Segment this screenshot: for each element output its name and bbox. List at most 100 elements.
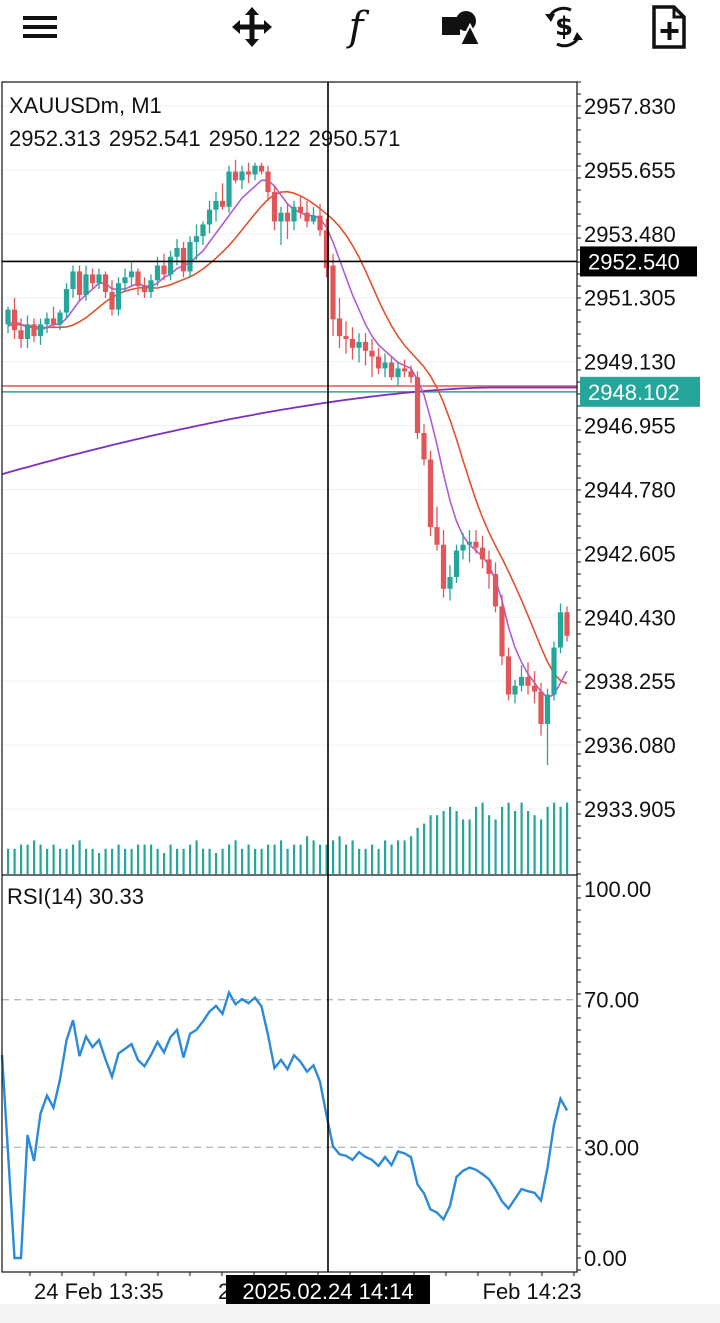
top-toolbar: f $	[0, 0, 720, 60]
volume-bar	[345, 844, 348, 874]
candle-body	[219, 200, 226, 207]
candle-body	[512, 685, 518, 695]
volume-bar	[98, 853, 101, 874]
crosshair-time-badge	[226, 1275, 430, 1307]
price-axis-label: 2944.780	[584, 477, 676, 502]
candle-body	[375, 356, 382, 369]
move-icon[interactable]	[227, 2, 277, 52]
candle-body	[258, 165, 265, 172]
menu-icon[interactable]	[15, 2, 65, 52]
volume-bar	[59, 848, 62, 874]
candle-body	[37, 324, 44, 337]
volume-bar	[260, 848, 263, 874]
new-order-icon[interactable]	[643, 2, 693, 52]
volume-bar	[46, 848, 49, 874]
volume-bar	[85, 848, 88, 874]
candle-body	[453, 550, 460, 578]
candle-body	[174, 247, 180, 257]
candle-body	[310, 215, 317, 222]
rsi-label: RSI(14) 30.33	[7, 884, 144, 909]
volume-bar	[156, 848, 159, 874]
candle-body	[128, 271, 135, 278]
objects-icon[interactable]	[435, 2, 485, 52]
rsi-axis-label: 100.00	[584, 877, 651, 902]
candle-body	[434, 527, 440, 545]
function-icon[interactable]: f	[348, 4, 364, 50]
candle-body	[427, 459, 434, 528]
volume-bar	[267, 844, 270, 874]
candle-body	[349, 339, 356, 348]
candle-body	[11, 309, 18, 331]
volume-bar	[319, 844, 322, 874]
candle-body	[206, 209, 213, 225]
volume-bar	[169, 844, 172, 874]
candle-body	[193, 236, 200, 243]
volume-bar	[280, 840, 283, 874]
volume-bar	[254, 848, 257, 874]
volume-bar	[429, 815, 432, 874]
volume-bar	[559, 806, 562, 874]
candle-body	[141, 286, 148, 292]
candle-body	[395, 368, 401, 378]
candle-body	[70, 271, 76, 290]
volume-bar	[286, 848, 289, 874]
price-axis-label: 2938.255	[584, 669, 676, 694]
candle-body	[187, 242, 193, 272]
candle-body	[63, 289, 70, 313]
volume-bar	[533, 815, 536, 874]
candle-body	[278, 212, 284, 222]
candle-body	[466, 541, 473, 545]
candle-body	[330, 265, 336, 320]
ohlc-values: 2952.313 2952.541 2950.122 2950.571	[9, 126, 401, 151]
candle-body	[531, 685, 538, 692]
volume-bar	[338, 836, 341, 874]
volume-bar	[442, 811, 445, 874]
crosshair-price-label: 2952.540	[588, 249, 680, 274]
candle-body	[18, 330, 24, 340]
volume-bar	[137, 844, 140, 874]
volume-bar	[384, 840, 387, 874]
candle-body	[486, 559, 492, 575]
candle-body	[226, 171, 232, 207]
candle-body	[343, 336, 349, 340]
price-axis-label: 2951.305	[584, 286, 676, 311]
volume-bar	[195, 840, 198, 874]
rsi-line	[0, 989, 569, 1260]
volume-bar	[221, 848, 224, 874]
volume-bar	[299, 844, 302, 874]
volume-bar	[423, 823, 426, 874]
price-axis-label: 2955.655	[584, 158, 676, 183]
candle-body	[362, 341, 369, 351]
svg-text:$: $	[555, 12, 573, 42]
volume-bar	[241, 848, 244, 874]
volume-bar	[332, 840, 335, 874]
candle-body	[317, 215, 323, 231]
chart-frame	[1, 81, 578, 1273]
volume-bar	[410, 836, 413, 874]
volume-bar	[462, 819, 465, 874]
price-axis-label: 2942.605	[584, 541, 676, 566]
volume-bar	[215, 853, 218, 874]
volume-bar	[150, 844, 153, 874]
candle-body	[447, 577, 453, 589]
volume-bar	[358, 848, 361, 874]
volume-bar	[416, 827, 419, 874]
volume-bar	[377, 848, 380, 874]
volume-bar	[455, 811, 458, 874]
candle-body	[304, 212, 310, 222]
candle-body	[200, 224, 206, 237]
volume-bar	[176, 848, 179, 874]
candle-body	[83, 274, 89, 295]
candle-body	[401, 368, 408, 372]
volume-bar	[449, 806, 452, 874]
volume-bar	[91, 848, 94, 874]
candle-body	[525, 676, 531, 686]
candle-body	[135, 271, 141, 287]
candle-body	[538, 691, 544, 724]
candle-body	[57, 312, 63, 325]
volume-bar	[306, 836, 309, 874]
ma-slow-line	[1, 386, 577, 476]
trade-icon[interactable]: $	[539, 2, 589, 52]
